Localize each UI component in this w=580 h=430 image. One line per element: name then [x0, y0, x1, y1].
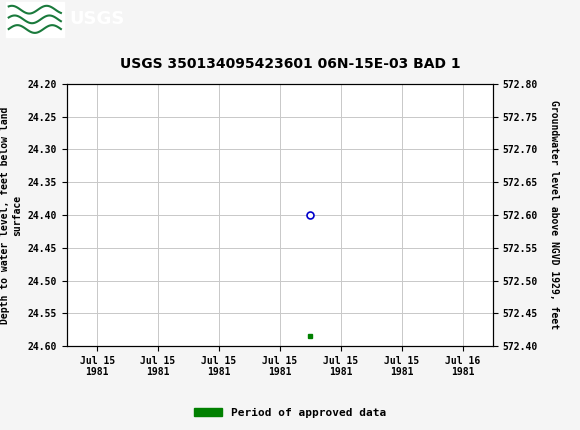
Legend: Period of approved data: Period of approved data [190, 403, 390, 422]
Y-axis label: Groundwater level above NGVD 1929, feet: Groundwater level above NGVD 1929, feet [549, 101, 559, 329]
FancyBboxPatch shape [6, 2, 64, 37]
Text: USGS 350134095423601 06N-15E-03 BAD 1: USGS 350134095423601 06N-15E-03 BAD 1 [119, 57, 461, 71]
Y-axis label: Depth to water level, feet below land
surface: Depth to water level, feet below land su… [1, 106, 22, 324]
Text: USGS: USGS [70, 10, 125, 28]
